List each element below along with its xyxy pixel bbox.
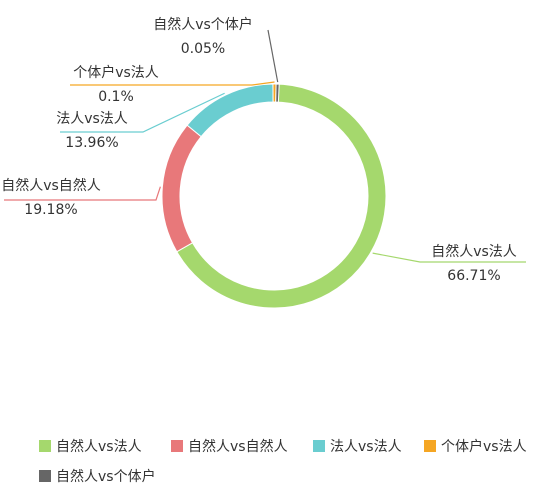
leader-line-2 (60, 92, 225, 133)
legend-swatch-3 (424, 440, 436, 452)
donut-slice-0[interactable] (176, 83, 387, 309)
legend-label-3: 个体户vs法人 (441, 438, 527, 455)
legend-item-3[interactable]: 个体户vs法人 (424, 438, 527, 455)
leader-line-1 (4, 186, 161, 201)
slice-label-value-3: 0.1% (98, 89, 134, 105)
donut-slice-4[interactable] (275, 83, 280, 103)
legend-swatch-0 (39, 440, 51, 452)
legend-item-0[interactable]: 自然人vs法人 (39, 438, 142, 455)
slice-label-value-4: 0.05% (181, 41, 225, 57)
leader-line-3 (70, 81, 275, 86)
legend-label-0: 自然人vs法人 (56, 438, 142, 455)
slice-label-name-3: 个体户vs法人 (73, 64, 159, 81)
legend-item-2[interactable]: 法人vs法人 (313, 439, 402, 455)
donut-slice-2[interactable] (186, 83, 274, 138)
legend-swatch-2 (313, 440, 325, 452)
slice-label-name-4: 自然人vs个体户 (153, 16, 253, 33)
leader-lines (4, 29, 526, 263)
slice-label-value-2: 13.96% (65, 135, 118, 151)
slice-label-value-1: 19.18% (24, 202, 77, 218)
donut-slice-1[interactable] (161, 124, 202, 253)
slice-label-name-1: 自然人vs自然人 (1, 177, 101, 194)
legend-item-4[interactable]: 自然人vs个体户 (39, 468, 156, 485)
slice-label-name-2: 法人vs法人 (56, 111, 128, 127)
legend-swatch-1 (171, 440, 183, 452)
legend-swatch-4 (39, 470, 51, 482)
legend: 自然人vs法人 自然人vs自然人 法人vs法人 个体户vs法人 自然人vs个体户 (39, 438, 527, 485)
slice-label-name-0: 自然人vs法人 (431, 243, 517, 260)
legend-label-4: 自然人vs个体户 (56, 468, 156, 485)
leader-line-0 (372, 252, 526, 263)
donut-slices (161, 83, 387, 309)
leader-line-4 (267, 29, 279, 83)
legend-label-2: 法人vs法人 (330, 439, 402, 455)
legend-item-1[interactable]: 自然人vs自然人 (171, 438, 288, 455)
slice-label-value-0: 66.71% (447, 268, 500, 284)
legend-label-1: 自然人vs自然人 (188, 438, 288, 455)
